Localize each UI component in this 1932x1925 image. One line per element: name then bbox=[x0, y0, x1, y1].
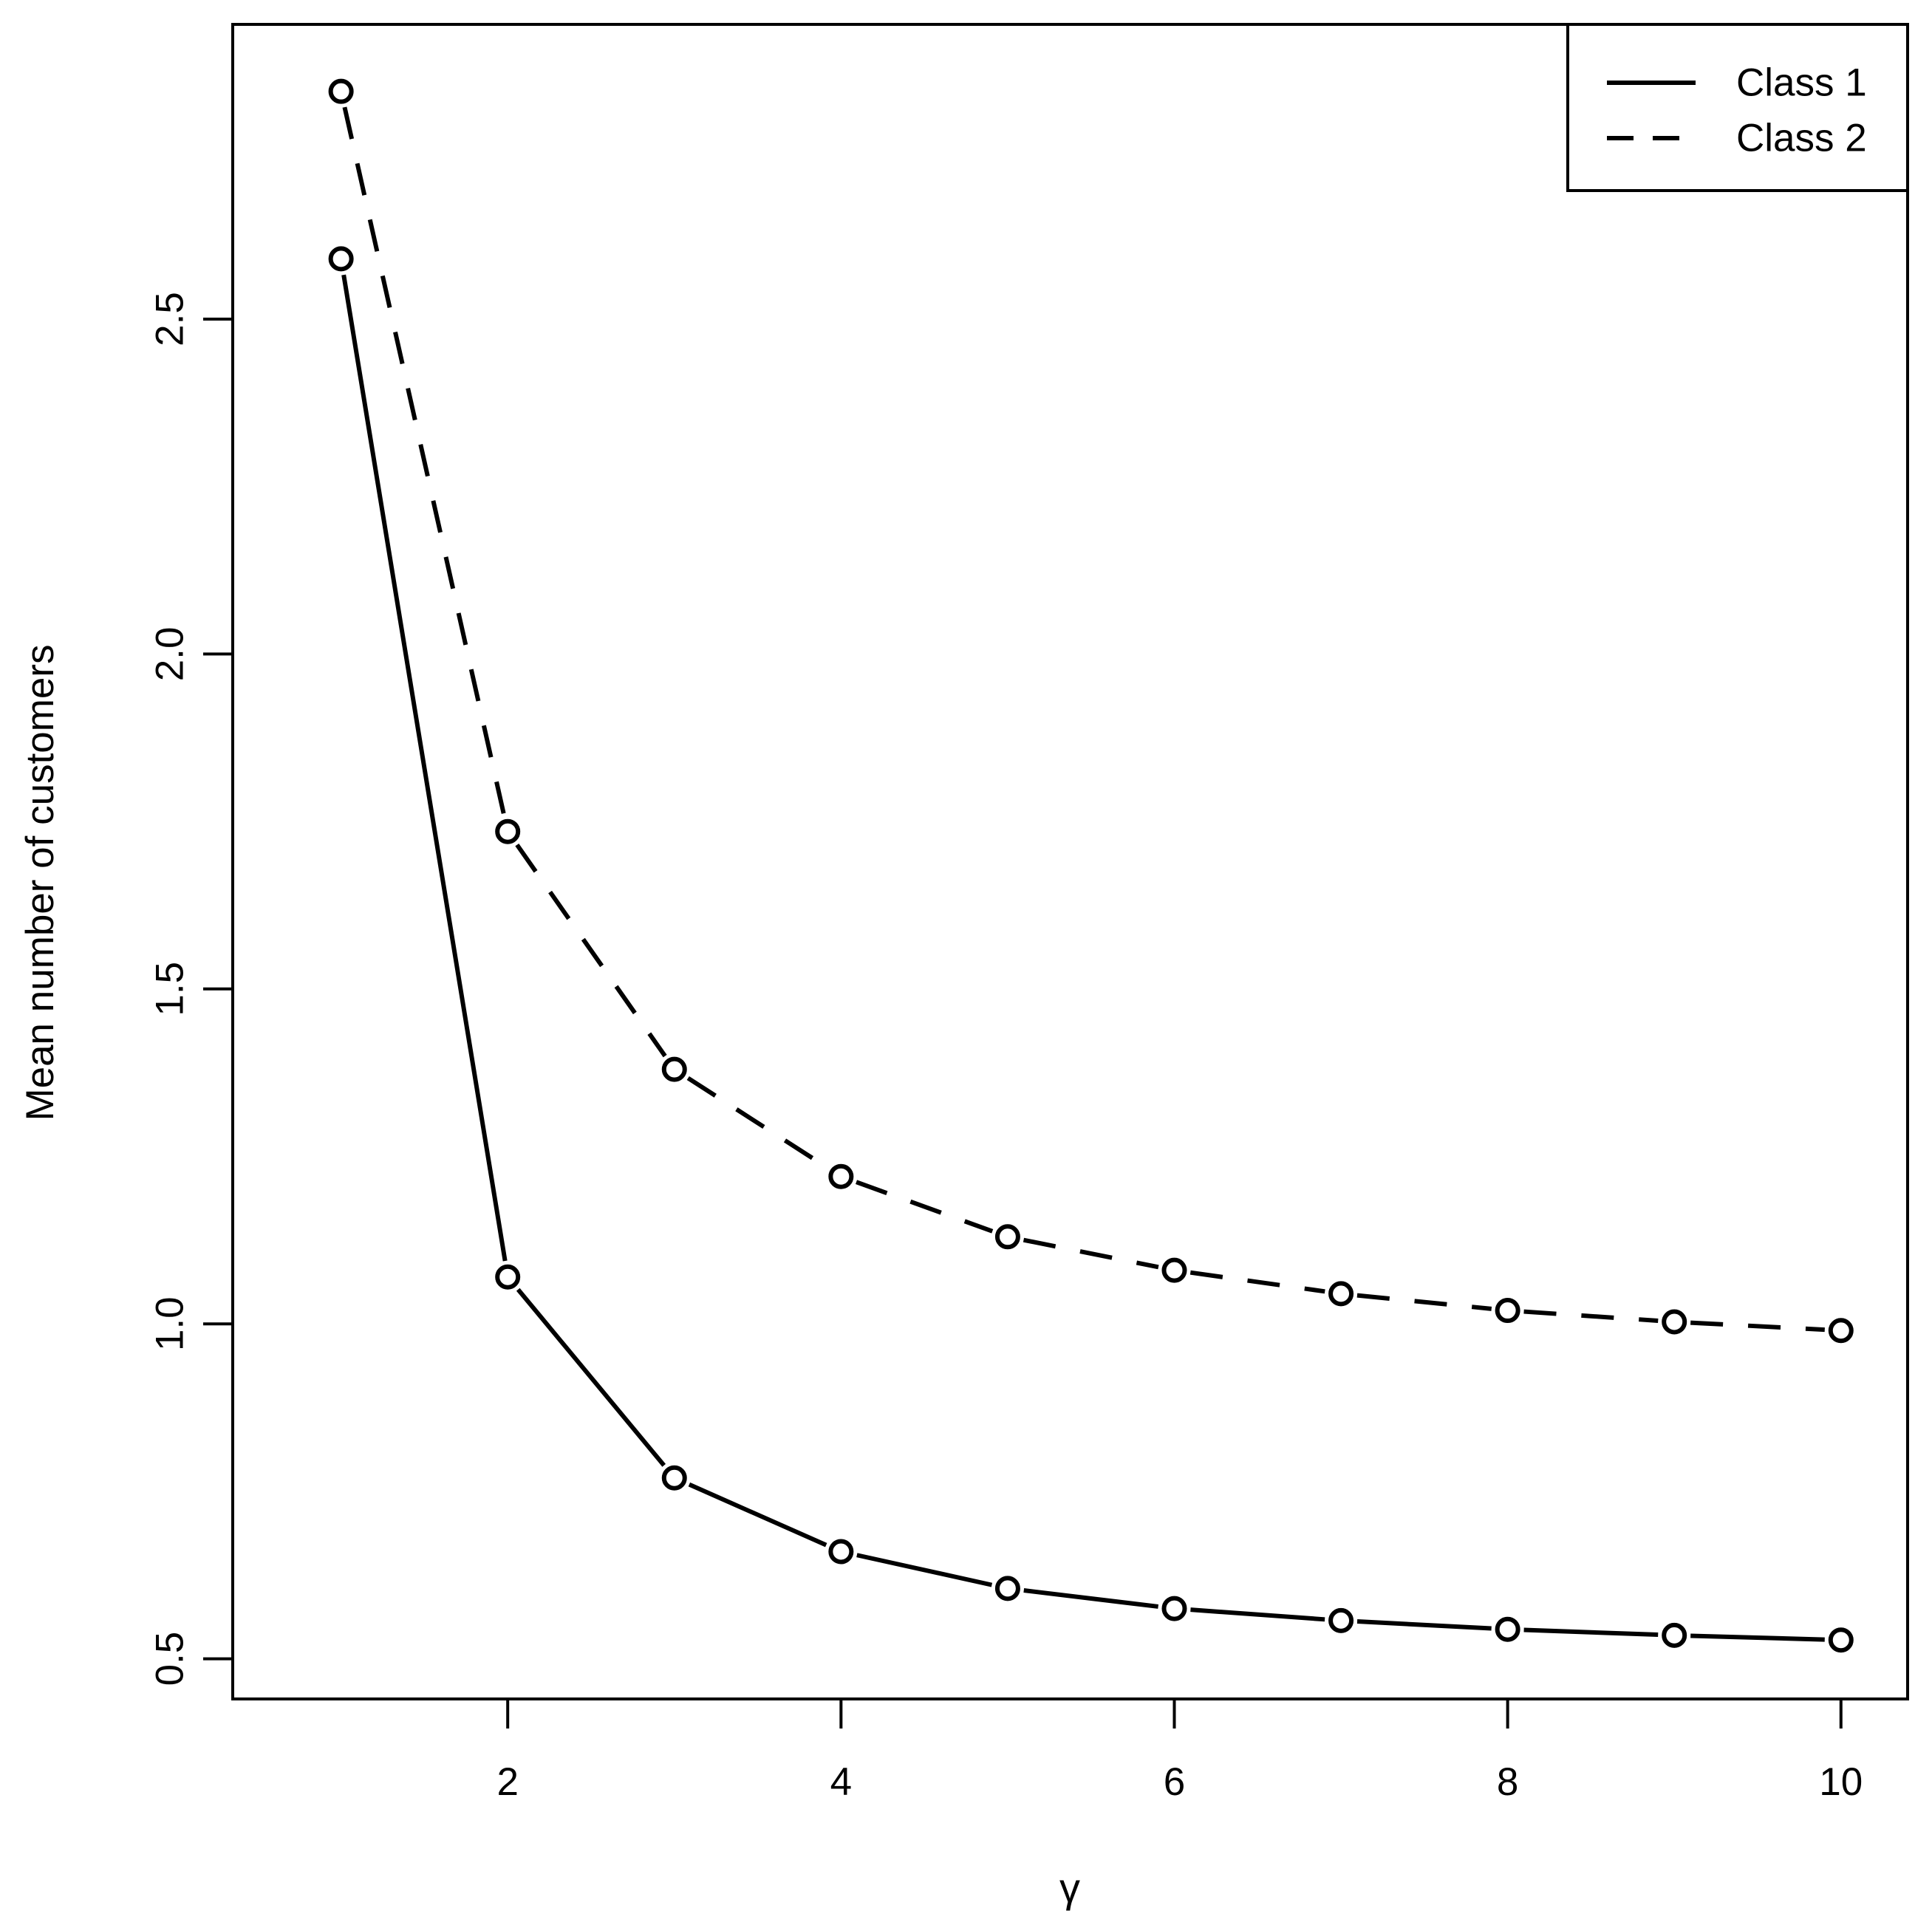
plot-frame bbox=[231, 23, 1909, 1700]
y-tick-label: 0.5 bbox=[149, 1632, 192, 1686]
series-2-segment bbox=[1189, 1270, 1325, 1294]
series-2-point bbox=[328, 78, 354, 104]
series-2-point bbox=[495, 818, 521, 844]
legend-box bbox=[1566, 23, 1909, 192]
series-1-point bbox=[994, 1576, 1020, 1601]
series-2-segment bbox=[1356, 1293, 1492, 1311]
series-2-point bbox=[994, 1224, 1020, 1250]
y-axis-label: Mean number of customers bbox=[18, 644, 62, 1121]
y-tick-label: 1.5 bbox=[149, 962, 192, 1016]
series-1-point bbox=[495, 1264, 521, 1290]
x-tick-label: 8 bbox=[1497, 1760, 1518, 1804]
series-2-segment bbox=[342, 106, 507, 816]
legend-label-1: Class 1 bbox=[1736, 61, 1867, 105]
legend: Class 1 Class 2 bbox=[1566, 23, 1909, 192]
series-2-point bbox=[1495, 1298, 1520, 1324]
series-2-segment bbox=[1023, 1237, 1159, 1270]
series-1-segment bbox=[1690, 1633, 1825, 1642]
legend-label-2: Class 2 bbox=[1736, 117, 1867, 160]
x-tick-label: 4 bbox=[830, 1760, 852, 1804]
y-tick-label: 2.0 bbox=[149, 627, 192, 682]
series-1-point bbox=[1328, 1607, 1354, 1633]
series-1-segment bbox=[1023, 1588, 1159, 1609]
series-2-point bbox=[828, 1163, 854, 1189]
plot-layer bbox=[328, 78, 1854, 1653]
series-2-point bbox=[1828, 1318, 1854, 1344]
series-2-point bbox=[661, 1056, 687, 1082]
series-1-point bbox=[1662, 1622, 1687, 1648]
x-tick-label: 6 bbox=[1164, 1760, 1185, 1804]
y-tick-label: 1.0 bbox=[149, 1296, 192, 1351]
series-1-point bbox=[661, 1465, 687, 1491]
axes-layer: 2 4 6 8 10 0.5 1.0 1.5 2.0 2.5 bbox=[149, 23, 1909, 1804]
series-2-segment bbox=[856, 1180, 994, 1234]
series-1-segment bbox=[856, 1553, 993, 1587]
series-2-segment bbox=[515, 843, 667, 1058]
series-1-point bbox=[828, 1539, 854, 1565]
series-2-segment bbox=[1690, 1320, 1825, 1333]
series-1-segment bbox=[1190, 1607, 1325, 1622]
x-tick-label: 2 bbox=[496, 1760, 518, 1804]
series-1-segment bbox=[1523, 1627, 1659, 1638]
series-1-point bbox=[1828, 1627, 1854, 1653]
series-2-point bbox=[1662, 1309, 1687, 1335]
series-1-segment bbox=[341, 274, 508, 1262]
series-1-point bbox=[1161, 1596, 1187, 1621]
series-1-segment bbox=[516, 1288, 666, 1467]
series-2-segment bbox=[1523, 1309, 1659, 1323]
series-1-point bbox=[1495, 1616, 1520, 1642]
series-1-point bbox=[328, 246, 354, 272]
series-2-point bbox=[1328, 1281, 1354, 1307]
y-tick-label: 2.5 bbox=[149, 292, 192, 346]
series-2-segment bbox=[686, 1076, 829, 1170]
x-axis-label: γ bbox=[1059, 1864, 1080, 1911]
series-2-point bbox=[1161, 1257, 1187, 1283]
series-1-segment bbox=[1356, 1619, 1492, 1631]
series-1-segment bbox=[688, 1482, 827, 1548]
x-tick-label: 10 bbox=[1819, 1760, 1863, 1804]
